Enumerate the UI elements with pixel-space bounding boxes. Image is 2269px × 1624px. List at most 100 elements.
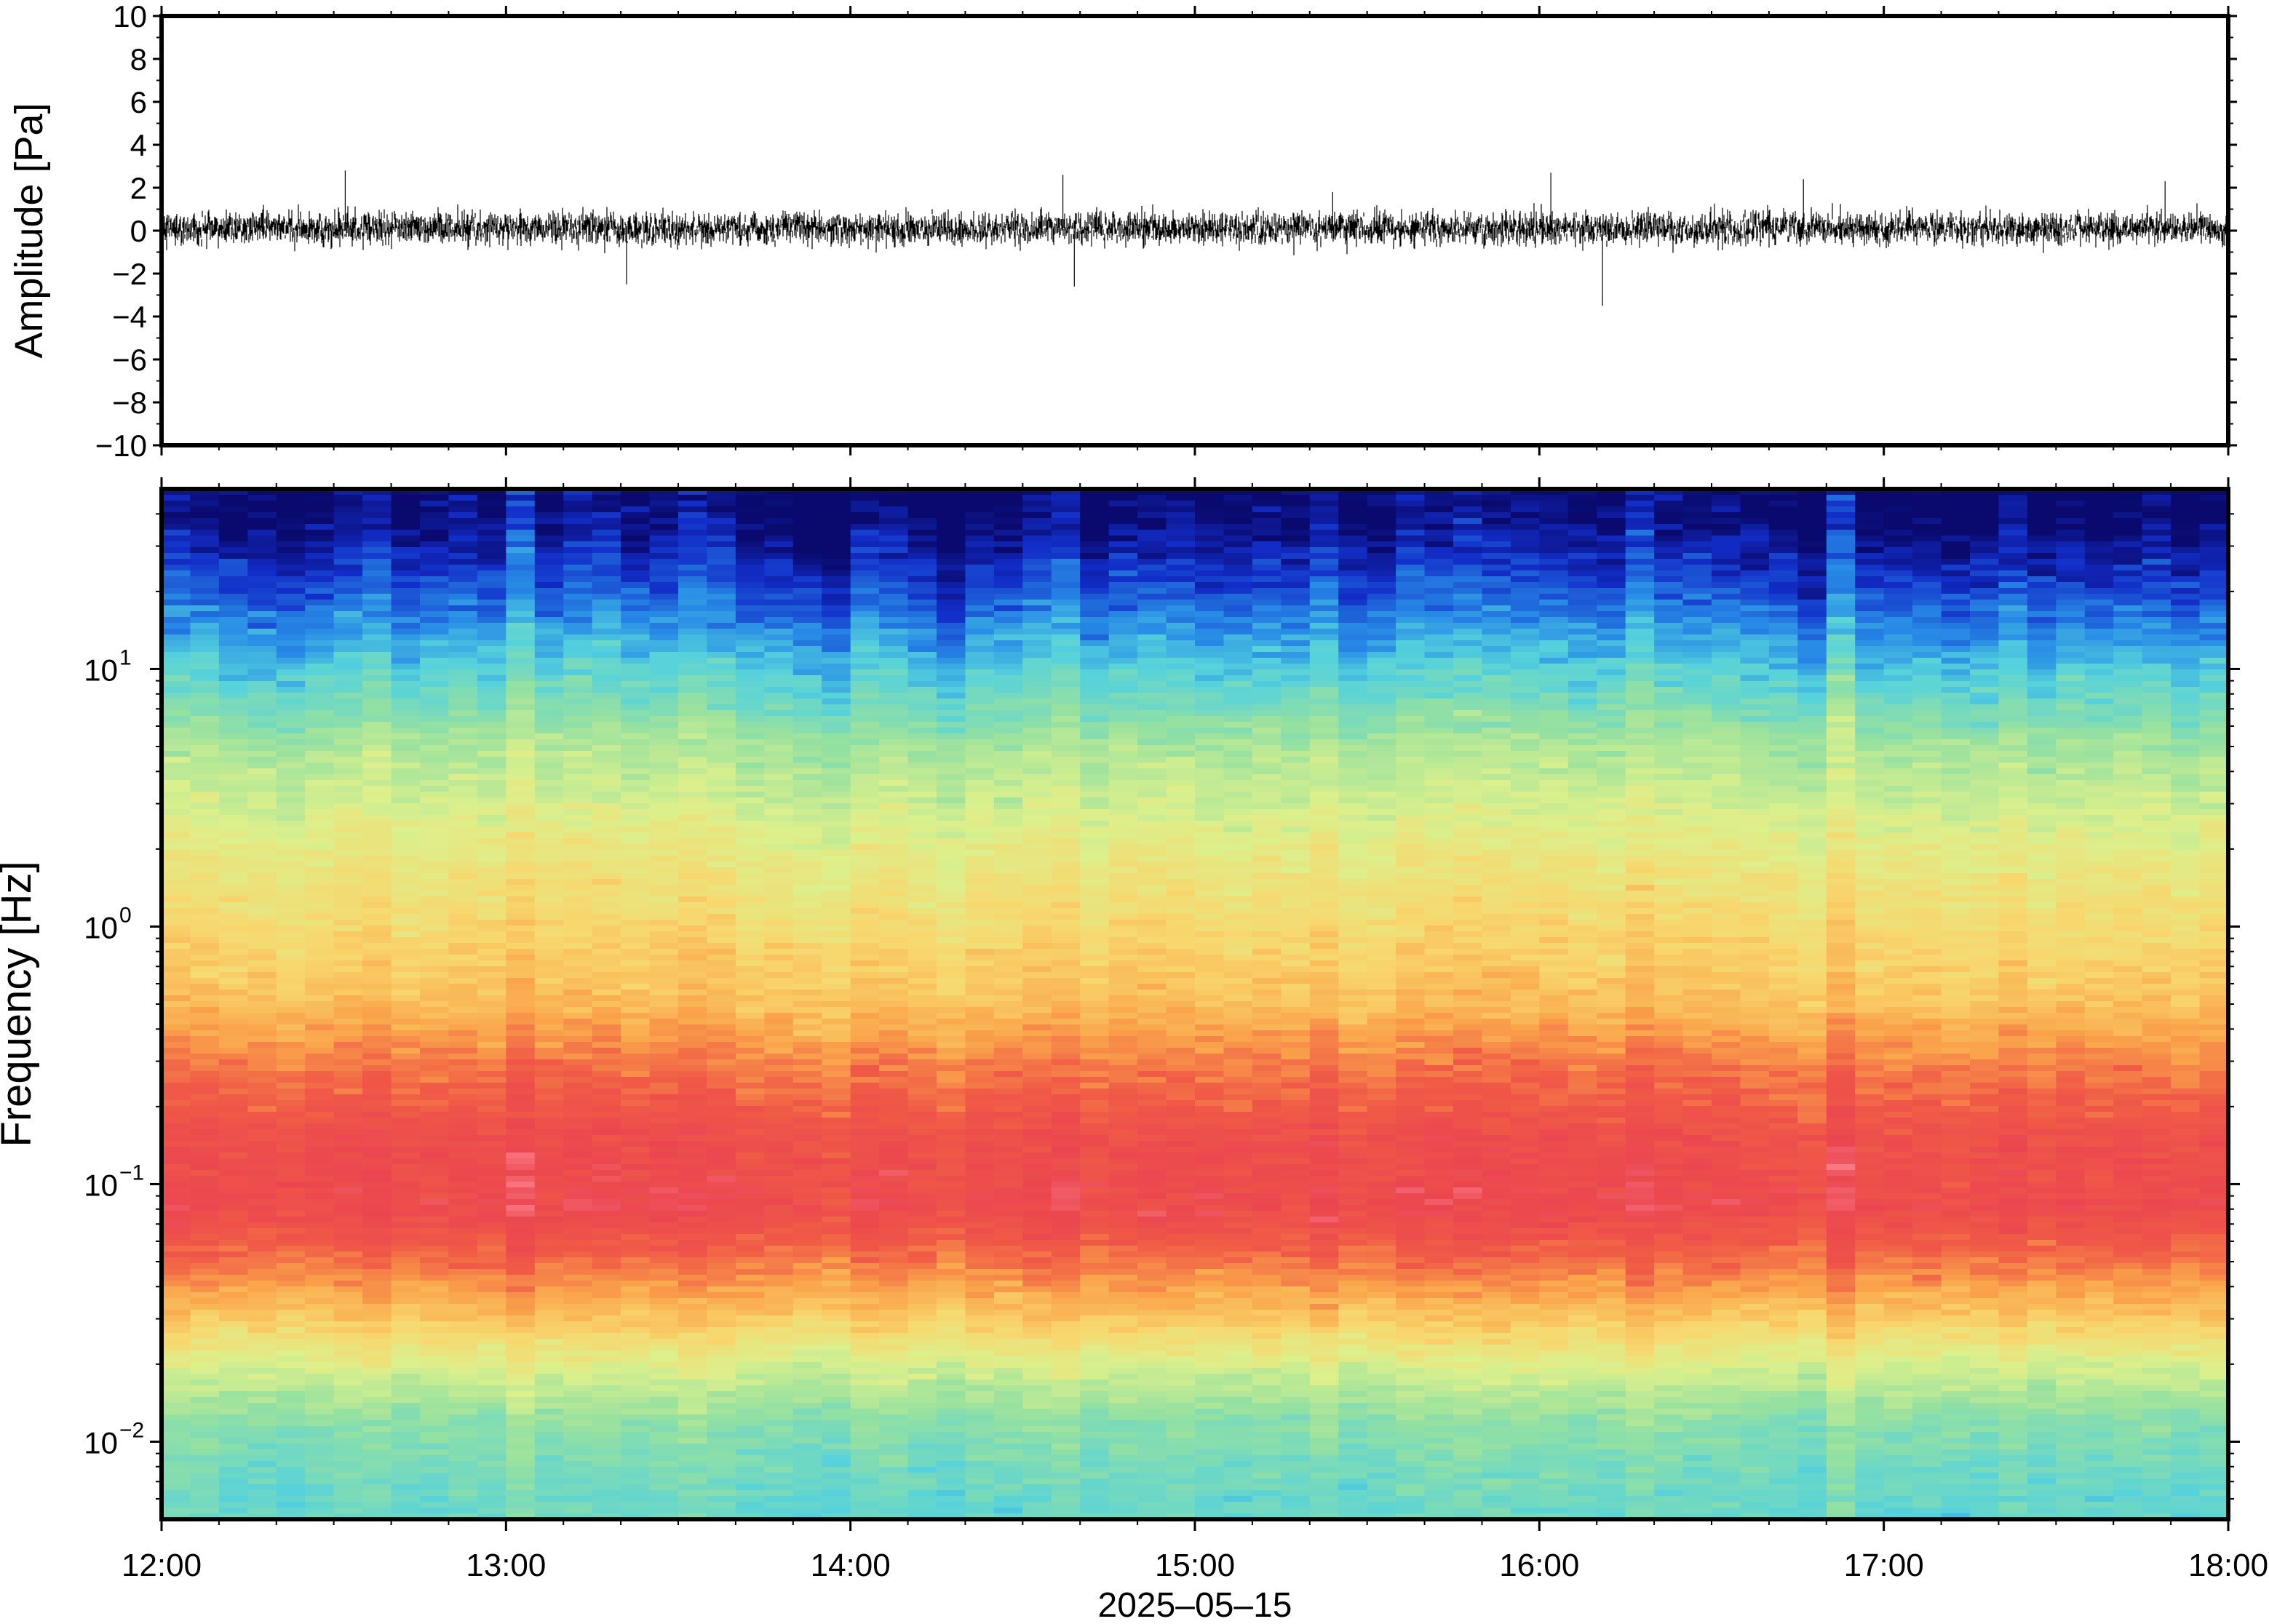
spectrogram-cell [534,797,564,804]
spectrogram-cell [190,873,220,880]
spectrogram-cell [1597,693,1626,699]
spectrogram-cell [850,861,880,868]
spectrogram-cell [1510,524,1540,530]
spectrogram-cell [534,873,564,880]
spectrogram-cell [965,710,995,717]
spectrogram-cell [563,530,593,536]
spectrogram-cell [879,821,909,827]
spectrogram-cell [563,646,593,653]
spectrogram-cell [1597,559,1626,565]
spectrogram-cell [1597,763,1626,769]
spectrogram-cell [506,629,536,635]
spectrogram-cell [420,681,450,688]
spectrogram-cell [1768,530,1798,536]
spectrogram-cell [477,565,506,571]
spectrogram-cell [621,617,651,624]
spectrogram-cell [1597,547,1626,554]
spectrogram-cell [1051,536,1081,542]
spectrogram-cell [247,512,277,519]
spectrogram-cell [1539,594,1569,600]
spectrogram-cell [907,792,937,798]
spectrogram-cell [907,687,937,693]
spectrogram-cell [1281,739,1311,746]
spectrogram-cell [1682,873,1712,880]
spectrogram-cell [1281,763,1311,769]
spectrogram-cell [1137,698,1167,705]
spectrogram-cell [333,559,363,565]
spectrogram-cell [850,576,880,583]
spectrogram-cell [1252,733,1281,740]
spectrogram-cell [1424,489,1454,495]
spectrogram-cell [1941,512,1971,519]
spectrogram-cell [735,524,765,530]
spectrogram-cell [247,751,277,757]
spectrogram-cell [1510,687,1540,693]
spectrogram-cell [792,646,822,653]
spectrogram-cell [1998,687,2028,693]
spectrogram-cell [1740,821,1770,827]
spectrogram-cell [621,669,651,676]
spectrogram-cell [534,605,564,612]
spectrogram-cell [305,832,335,839]
spectrogram-cell [1396,489,1426,495]
spectrogram-cell [1970,809,2000,816]
spectrogram-cell [1396,832,1426,839]
spectrogram-cell [965,565,995,571]
spectrogram-cell [391,698,421,705]
spectrogram-cell [1740,768,1770,775]
spectrogram-cell [2084,553,2114,560]
spectrogram-cell [1826,600,1856,606]
spectrogram-cell [2113,710,2143,717]
spectrogram-cell [1108,809,1138,816]
spectrogram-cell [764,774,794,781]
spectrogram-cell [1970,739,2000,746]
spectrogram-cell [1396,611,1426,618]
spectrogram-cell [2084,559,2114,565]
spectrogram-cell [1855,530,1885,536]
spectrogram-cell [2171,827,2201,833]
spectrogram-cell [2084,698,2114,705]
spectrogram-cell [764,751,794,757]
spectrogram-cell [1338,669,1368,676]
spectrogram-cell [1712,570,1741,577]
spectrogram-cell [1597,553,1626,560]
spectrogram-cell [907,856,937,862]
spectrogram-cell [1941,751,1971,757]
spectrogram-cell [592,501,621,507]
spectrogram-cell [1998,617,2028,624]
spectrogram-cell [792,570,822,577]
spectrogram-cell [1396,553,1426,560]
spectrogram-cell [822,774,851,781]
spectrogram-cell [1654,710,1684,717]
spectrogram-cell [1539,850,1569,856]
spectrogram-cell [1654,722,1684,728]
spectrogram-cell [1195,716,1225,723]
spectrogram-cell [477,722,506,728]
spectrogram-cell [1022,861,1052,868]
spectrogram-cell [1654,570,1684,577]
spectrogram-cell [1712,658,1741,664]
spectrogram-cell [1740,565,1770,571]
spectrogram-cell [218,629,248,635]
spectrogram-cell [2027,681,2057,688]
spectrogram-cell [1682,716,1712,723]
spectrogram-cell [1712,722,1741,728]
spectrogram-cell [764,739,794,746]
spectrogram-cell [1453,780,1483,787]
spectrogram-cell [2171,664,2201,670]
spectrogram-cell [1223,861,1253,868]
spectrogram-cell [162,722,191,728]
spectrogram-cell [1137,664,1167,670]
spectrogram-cell [362,559,392,565]
spectrogram-cell [621,838,651,845]
spectrogram-cell [218,763,248,769]
spectrogram-cell [247,664,277,670]
spectrogram-cell [2084,867,2114,874]
spectrogram-cell [792,728,822,734]
spectrogram-cell [1539,588,1569,594]
spectrogram-cell [993,821,1023,827]
spectrogram-cell [2171,582,2201,589]
spectrogram-cell [850,582,880,589]
spectrogram-cell [937,751,966,757]
spectrogram-cell [2027,757,2057,763]
